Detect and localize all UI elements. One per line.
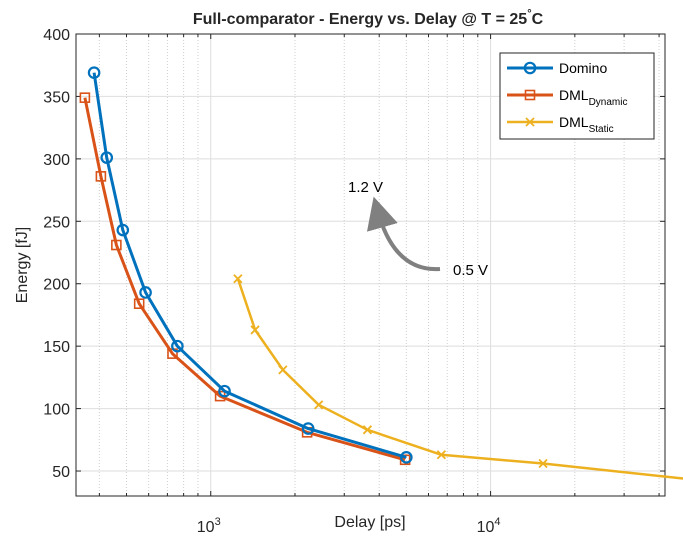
data-point	[525, 117, 535, 127]
voltage-annotation: 1.2 V 0.5 V	[348, 179, 488, 279]
legend-label: DMLDynamic	[559, 87, 627, 108]
y-tick-label: 400	[43, 27, 70, 44]
series-line	[236, 278, 683, 480]
chart-title-degree: °	[527, 8, 531, 20]
data-point	[133, 298, 145, 310]
voltage-arrow	[366, 196, 441, 272]
data-point	[400, 450, 413, 464]
data-point	[233, 274, 243, 284]
y-tick-label: 150	[43, 339, 70, 356]
series-2	[233, 274, 683, 480]
series	[79, 66, 683, 480]
x-axis-label: Delay [ps]	[334, 514, 405, 531]
data-point	[116, 223, 130, 237]
annotation-high-voltage: 1.2 V	[348, 179, 383, 196]
data-point	[301, 422, 315, 435]
data-point	[278, 365, 288, 375]
data-point	[436, 450, 447, 460]
y-tick-label: 100	[43, 402, 70, 419]
x-tick-label: 104	[477, 516, 501, 536]
annotation-low-voltage: 0.5 V	[453, 262, 488, 279]
data-point	[362, 425, 373, 435]
y-tick-label: 250	[43, 214, 70, 231]
y-axis-label: Energy [fJ]	[14, 227, 31, 303]
legend-item: DMLStatic	[507, 114, 614, 135]
plot-area-frame	[75, 33, 666, 497]
legend-label: DMLStatic	[559, 114, 614, 135]
data-point	[314, 400, 324, 410]
data-point	[87, 66, 101, 80]
data-point	[100, 151, 114, 164]
chart-title: Full-comparator - Energy vs. Delay @ T =…	[193, 8, 544, 28]
series-0	[87, 66, 413, 464]
data-point	[524, 89, 536, 101]
data-point	[218, 384, 231, 398]
y-tick-label: 300	[43, 152, 70, 169]
y-tick-label: 200	[43, 277, 70, 294]
legend-item: Domino	[507, 60, 607, 76]
legend-label: Domino	[559, 60, 607, 76]
series-line	[92, 72, 407, 459]
series-line	[83, 97, 406, 462]
y-axis-ticks: 50 100 150 200 250 300 350 400	[43, 27, 665, 481]
data-point	[111, 239, 122, 251]
y-tick-label: 350	[43, 89, 70, 106]
chart-title-unit: C	[532, 11, 544, 28]
data-point	[139, 286, 152, 299]
data-point	[79, 92, 91, 103]
data-point	[171, 339, 184, 353]
data-point	[250, 325, 260, 335]
x-tick-label: 103	[197, 516, 221, 536]
y-tick-label: 50	[52, 464, 70, 481]
data-point	[523, 61, 537, 75]
legend-item: DMLDynamic	[507, 87, 627, 108]
data-point	[538, 458, 548, 469]
chart-title-main: Full-comparator - Energy vs. Delay @ T =…	[193, 11, 527, 28]
legend: Domino DMLDynamic DMLStatic	[499, 52, 655, 140]
x-axis-ticks: 103 104	[98, 34, 660, 536]
data-point	[95, 171, 107, 182]
